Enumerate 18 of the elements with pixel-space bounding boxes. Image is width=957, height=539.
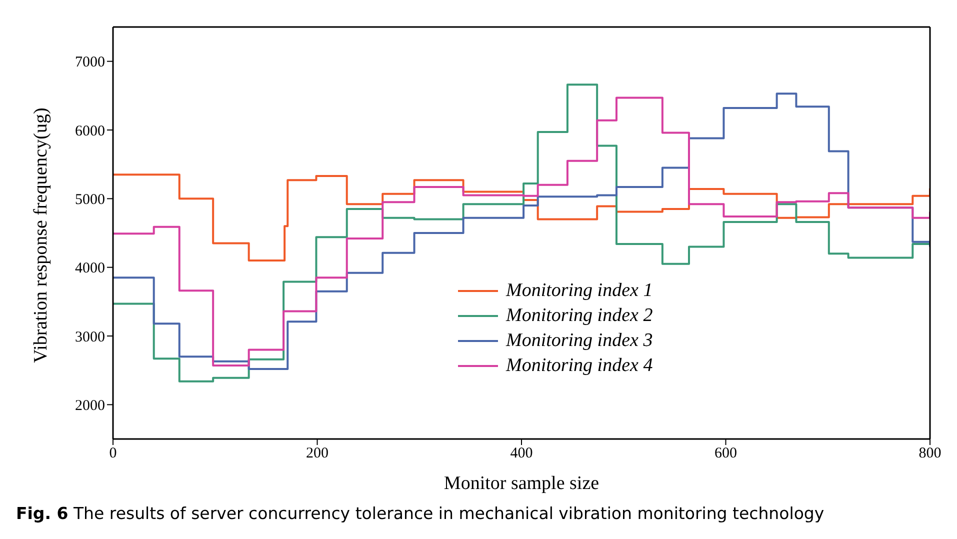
legend-label: Monitoring index 1 — [506, 280, 653, 302]
caption: Fig. 6 The results of server concurrency tolerance in mechanical vibration monitoring technology — [16, 504, 826, 523]
y-tick-label: 5000 — [75, 192, 105, 208]
y-tick-label: 6000 — [75, 123, 105, 140]
x-tick-label: 400 — [510, 446, 533, 462]
y-tick-label: 2000 — [75, 398, 105, 414]
legend-label: Monitoring index 2 — [506, 304, 653, 326]
legend-label: Monitoring index 4 — [506, 354, 653, 376]
x-axis-title: Monitor sample size — [444, 473, 600, 494]
x-tick-label: 800 — [918, 446, 942, 462]
legend-label: Monitoring index 3 — [506, 330, 653, 352]
y-tick-label: 3000 — [75, 329, 105, 346]
y-tick-label: 7000 — [75, 54, 105, 71]
x-tick-label: 200 — [306, 446, 328, 462]
y-axis-title: Vibration response frequency(ug) — [30, 108, 52, 363]
x-tick-label: 0 — [109, 446, 117, 462]
x-tick-label: 600 — [714, 446, 737, 462]
y-tick-label: 4000 — [75, 260, 105, 277]
